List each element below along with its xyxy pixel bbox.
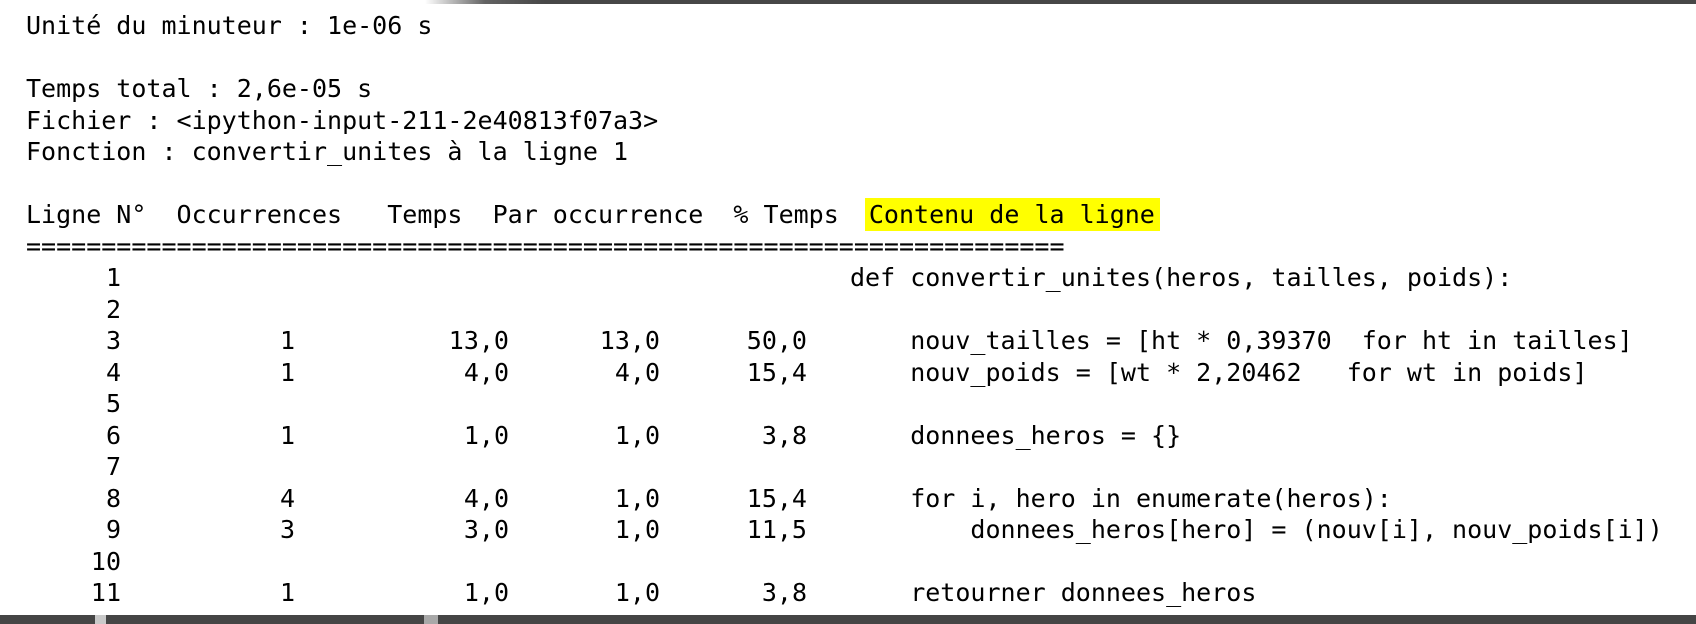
cell-hits: 1 — [279, 357, 295, 387]
table-separator: ========================================… — [26, 231, 1065, 261]
bottom-window-edge — [0, 615, 1696, 624]
cell-line-content: donnees_heros[hero] = (nouv[i], nouv_poi… — [850, 515, 1663, 544]
cell-time — [295, 451, 509, 483]
cell-per-hit — [509, 294, 660, 326]
total-time-line: Temps total : 2,6e-05 s — [26, 74, 373, 103]
cell-hits: 1 — [279, 578, 295, 607]
timer-unit-line: Unité du minuteur : 1e-06 s — [26, 11, 433, 40]
cell-line-no: 7 — [105, 452, 121, 481]
table-row: 9 3 3,0 1,0 11,5 donnees_heros[hero] = (nouv… — [26, 514, 1696, 546]
cell-pct-time: 3,8 — [761, 420, 807, 450]
cell-time: 1,0 — [463, 578, 509, 607]
cell-hits: 4 — [279, 483, 295, 513]
cell-line-content — [807, 294, 1696, 326]
cell-time: 1,0 — [463, 420, 509, 450]
table-header-columns: Ligne N° Occurrences Temps Par occurrenc… — [26, 200, 869, 229]
cell-hits — [121, 262, 295, 294]
cell-line-content: for i, hero in enumerate(heros): — [850, 483, 1392, 513]
cell-pct-time: 15,4 — [746, 357, 807, 387]
cell-pct-time: 3,8 — [761, 578, 807, 607]
cell-line-no: 3 — [105, 326, 121, 355]
table-row: 10 — [26, 546, 1696, 578]
cell-line-content: donnees_heros = {} — [850, 420, 1182, 450]
cell-per-hit — [509, 388, 660, 420]
file-line: Fichier : <ipython-input-211-2e40813f07a… — [26, 105, 659, 135]
cell-per-hit: 1,0 — [614, 578, 660, 607]
table-row: 7 — [26, 451, 1696, 483]
cell-line-content: def convertir_unites(heros, tailles, poi… — [850, 263, 1513, 292]
table-row: 3 1 13,0 13,0 50,0 nouv_tailles = [ht * 0,39… — [26, 325, 1696, 357]
cell-line-no: 8 — [105, 483, 121, 513]
table-header-highlighted-column: Contenu de la ligne — [864, 198, 1160, 231]
cell-line-content — [807, 546, 1696, 578]
table-row: 1 def convertir_unites(heros, tailles, po… — [26, 262, 1696, 294]
cell-time: 4,0 — [463, 357, 509, 387]
cell-per-hit — [509, 546, 660, 578]
table-header: Ligne N° Occurrences Temps Par occurrenc… — [26, 198, 1696, 231]
cell-line-no: 4 — [105, 357, 121, 387]
cell-time: 13,0 — [448, 326, 509, 355]
cell-line-content — [807, 388, 1696, 420]
cell-pct-time — [660, 546, 807, 578]
cell-time — [295, 388, 509, 420]
cell-line-no: 1 — [105, 263, 121, 292]
cell-line-no: 9 — [105, 515, 121, 544]
cell-time — [295, 546, 509, 578]
cell-hits: 1 — [279, 420, 295, 450]
cell-pct-time: 15,4 — [746, 483, 807, 513]
cell-per-hit — [509, 451, 660, 483]
cell-line-content: nouv_tailles = [ht * 0,39370 for ht in t… — [850, 326, 1633, 355]
table-row: 8 4 4,0 1,0 15,4 for i, hero in enumerate(he… — [26, 483, 1696, 515]
cell-hits — [121, 546, 295, 578]
cell-line-content — [807, 451, 1696, 483]
cell-pct-time: 50,0 — [746, 326, 807, 355]
table-row: 5 — [26, 388, 1696, 420]
cell-hits: 3 — [279, 515, 295, 544]
blank-line — [26, 42, 1696, 74]
cell-line-no: 11 — [90, 578, 121, 607]
cell-pct-time: 11,5 — [746, 515, 807, 544]
cell-per-hit: 1,0 — [614, 515, 660, 544]
blank-line — [26, 168, 1696, 200]
cell-per-hit: 13,0 — [599, 326, 660, 355]
cell-line-no: 2 — [105, 294, 121, 324]
table-row: 2 — [26, 294, 1696, 326]
cell-per-hit: 1,0 — [614, 483, 660, 513]
cell-line-content: retourner donnees_heros — [850, 578, 1257, 607]
cell-pct-time — [660, 388, 807, 420]
cell-pct-time — [660, 451, 807, 483]
cell-time: 4,0 — [463, 483, 509, 513]
cell-line-no: 6 — [105, 420, 121, 450]
top-window-edge — [425, 0, 1696, 4]
table-row: 4 1 4,0 4,0 15,4 nouv_poids = [wt * 2,20462 … — [26, 357, 1696, 389]
cell-per-hit: 4,0 — [614, 357, 660, 387]
cell-time — [295, 262, 509, 294]
cell-line-content: nouv_poids = [wt * 2,20462 for wt in poi… — [850, 357, 1588, 387]
cell-pct-time — [660, 262, 807, 294]
cell-hits — [121, 294, 295, 326]
cell-hits — [121, 451, 295, 483]
cell-per-hit — [509, 262, 660, 294]
cell-time: 3,0 — [463, 515, 509, 544]
function-line: Fonction : convertir_unites à la ligne 1 — [26, 137, 629, 166]
cell-line-no: 10 — [90, 546, 121, 576]
table-row: 6 1 1,0 1,0 3,8 donnees_heros = {} — [26, 420, 1696, 452]
cell-time — [295, 294, 509, 326]
cell-line-no: 5 — [105, 389, 121, 418]
cell-pct-time — [660, 294, 807, 326]
cell-hits: 1 — [279, 326, 295, 355]
cell-per-hit: 1,0 — [614, 420, 660, 450]
cell-hits — [121, 388, 295, 420]
table-row: 11 1 1,0 1,0 3,8 retourner donnees_heros — [26, 577, 1696, 609]
